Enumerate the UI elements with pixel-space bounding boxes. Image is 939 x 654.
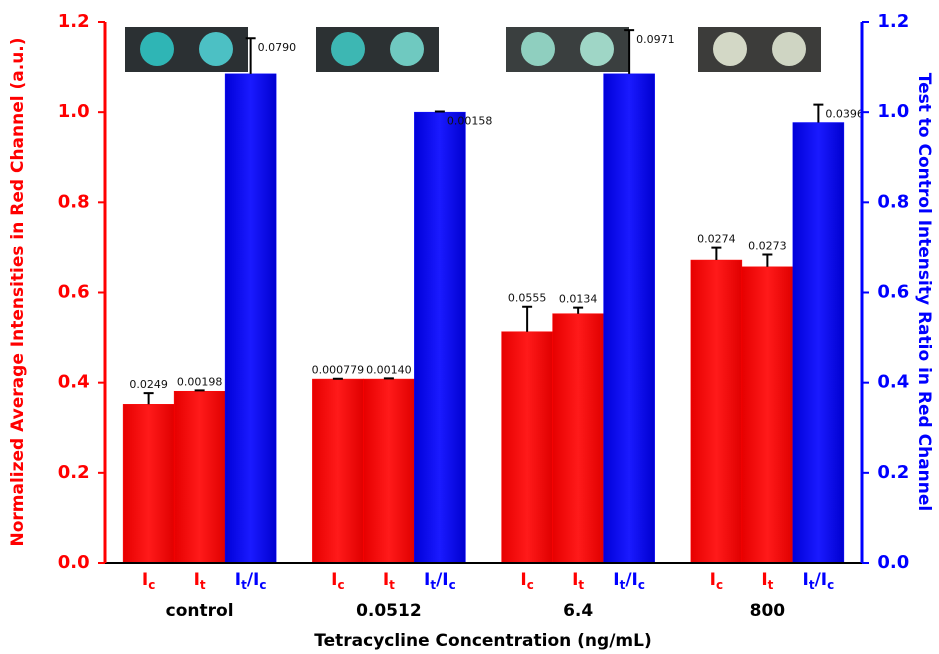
series-label-part: c	[827, 578, 834, 592]
bar	[502, 332, 553, 563]
series-label-part: c	[716, 578, 723, 592]
error-bar	[573, 308, 583, 314]
series-label-part: /I	[436, 570, 449, 590]
series-label-part: t	[578, 578, 584, 592]
error-label: 0.0274	[697, 233, 736, 246]
bar	[553, 314, 604, 563]
series-label-part: c	[527, 578, 534, 592]
tick-label: 0.4	[58, 372, 90, 393]
series-label: It	[572, 570, 584, 592]
photo-insets	[125, 27, 821, 72]
series-label-part: c	[259, 578, 266, 592]
series-label-part: /I	[625, 570, 638, 590]
bar	[793, 123, 844, 563]
series-label: It/Ic	[424, 570, 456, 592]
bar	[312, 379, 363, 563]
tick-label: 0.6	[877, 282, 909, 303]
error-bar	[813, 105, 823, 123]
tick-label: 0.2	[58, 462, 90, 483]
error-bar	[522, 307, 532, 332]
series-label-part: c	[148, 578, 155, 592]
series-label-part: c	[337, 578, 344, 592]
error-label: 0.000779	[312, 364, 365, 377]
tick-label: 1.0	[58, 101, 90, 122]
series-label: Ic	[710, 570, 723, 592]
error-label: 0.0134	[559, 293, 598, 306]
series-label: It/Ic	[235, 570, 267, 592]
error-bar	[711, 248, 721, 260]
error-bar	[435, 111, 445, 112]
x-axis-title: Tetracycline Concentration (ng/mL)	[314, 631, 651, 651]
series-label: It/Ic	[613, 570, 645, 592]
series-label: It	[383, 570, 395, 592]
series-label: Ic	[142, 570, 155, 592]
tick-label: 0.8	[58, 191, 90, 212]
error-label: 0.0249	[129, 378, 168, 391]
error-label: 0.0396	[825, 108, 864, 121]
tick-label: 0.0	[877, 552, 909, 573]
chart: Normalized Average Intensities in Red Ch…	[0, 0, 939, 654]
series-label-part: /I	[247, 570, 260, 590]
error-label: 0.00140	[366, 363, 412, 376]
category-label: control	[166, 601, 234, 621]
category-label: 800	[750, 601, 786, 621]
error-label: 0.0273	[748, 239, 787, 252]
error-label: 0.0555	[508, 292, 547, 305]
bar	[174, 391, 225, 563]
tick-label: 0.4	[877, 372, 909, 393]
series-label-part: t	[768, 578, 774, 592]
error-bar	[144, 393, 154, 404]
error-label: 0.00158	[447, 114, 493, 127]
error-label: 0.0971	[636, 33, 675, 46]
series-label: It/Ic	[803, 570, 835, 592]
error-label: 0.0790	[258, 41, 297, 54]
bar	[604, 74, 655, 563]
series-label: Ic	[331, 570, 344, 592]
series-label-part: c	[638, 578, 645, 592]
error-label: 0.00198	[177, 375, 223, 388]
tick-label: 1.2	[877, 11, 909, 32]
category-label: 0.0512	[356, 601, 422, 621]
error-bar	[762, 254, 772, 266]
series-label-part: t	[200, 578, 206, 592]
bar	[691, 260, 742, 563]
category-label: 6.4	[563, 601, 593, 621]
error-bar	[195, 390, 205, 391]
tick-label: 0.2	[877, 462, 909, 483]
bar	[225, 74, 276, 563]
series-label-part: c	[449, 578, 456, 592]
series-label-part: t	[389, 578, 395, 592]
tick-label: 0.6	[58, 282, 90, 303]
bar	[363, 379, 414, 563]
y-axis-title: Normalized Average Intensities in Red Ch…	[8, 37, 28, 546]
bar	[123, 404, 174, 563]
error-bar	[384, 378, 394, 379]
bar	[742, 267, 793, 563]
tick-label: 1.2	[58, 11, 90, 32]
tick-label: 1.0	[877, 101, 909, 122]
series-label: It	[194, 570, 206, 592]
series-label: Ic	[520, 570, 533, 592]
series-label: It	[761, 570, 773, 592]
tick-label: 0.0	[58, 552, 90, 573]
series-label-part: /I	[815, 570, 828, 590]
bar	[414, 112, 465, 563]
tick-label: 0.8	[877, 191, 909, 212]
y2-axis-title: Test to Control Intensity Ratio in Red C…	[914, 73, 934, 512]
